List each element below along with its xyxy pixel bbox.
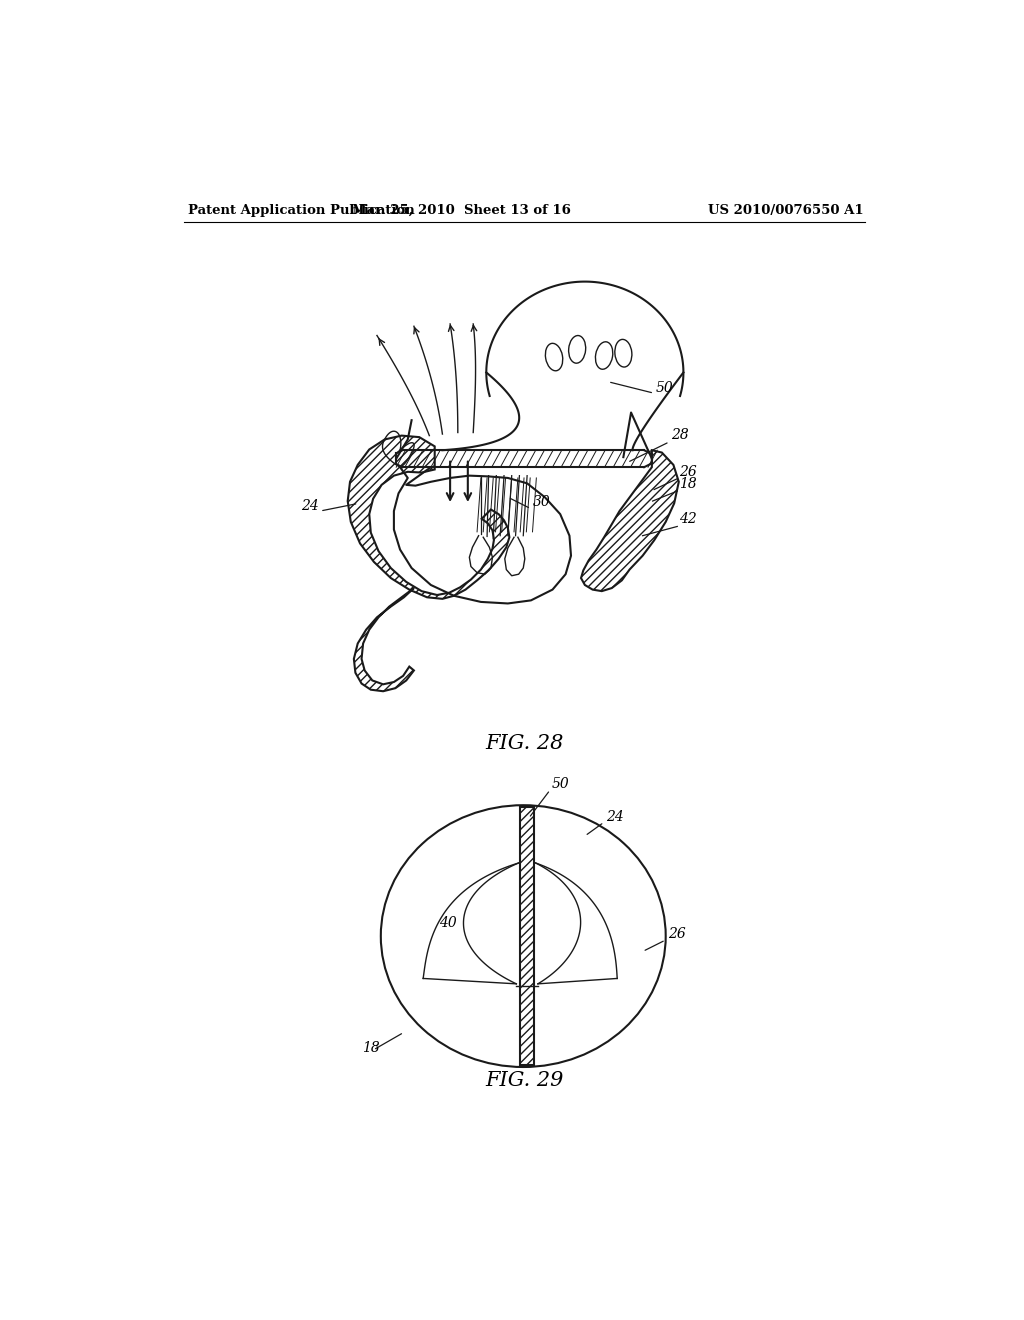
Text: 18: 18 (679, 477, 696, 491)
Text: 28: 28 (671, 428, 689, 442)
Text: FIG. 29: FIG. 29 (485, 1071, 564, 1090)
Text: 26: 26 (679, 466, 696, 479)
Text: Mar. 25, 2010  Sheet 13 of 16: Mar. 25, 2010 Sheet 13 of 16 (352, 205, 571, 218)
Polygon shape (581, 450, 679, 591)
Text: US 2010/0076550 A1: US 2010/0076550 A1 (708, 205, 863, 218)
Text: 42: 42 (679, 512, 696, 527)
Text: 30: 30 (532, 495, 550, 510)
Text: 24: 24 (606, 809, 625, 824)
Polygon shape (520, 807, 535, 1065)
Text: 50: 50 (552, 777, 569, 791)
Text: 26: 26 (668, 928, 686, 941)
Text: 24: 24 (301, 499, 319, 512)
Text: FIG. 28: FIG. 28 (485, 734, 564, 754)
Text: 40: 40 (438, 916, 457, 929)
Text: Patent Application Publication: Patent Application Publication (188, 205, 415, 218)
Text: 50: 50 (655, 380, 674, 395)
Polygon shape (348, 436, 509, 599)
Polygon shape (354, 589, 414, 692)
Text: 18: 18 (361, 1040, 379, 1055)
